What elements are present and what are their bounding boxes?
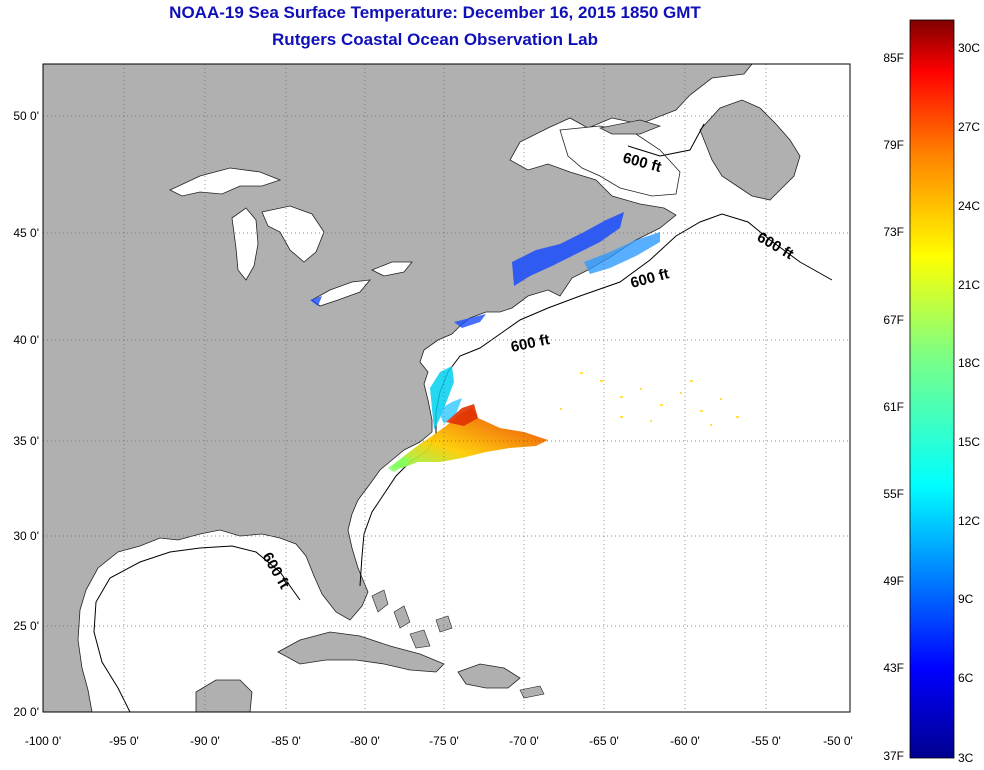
map-grid [43,64,850,712]
sst-chesapeake-plume [430,366,454,430]
lon-axis: -100 0' -95 0' -90 0' -85 0' -80 0' -75 … [25,734,853,748]
land-cuba [277,631,445,673]
colorbar-f-label: 37F [883,749,904,763]
sst-scattered-offshore [560,372,739,426]
colorbar-f-label: 73F [883,225,904,239]
land-yucatan [195,679,253,712]
lat-tick: 40 0' [13,333,39,347]
colorbar-f-label: 85F [883,51,904,65]
map-title: NOAA-19 Sea Surface Temperature: Decembe… [169,3,701,22]
colorbar-f-label: 55F [883,487,904,501]
colorbar-c-label: 27C [958,120,980,134]
colorbar [909,19,955,759]
colorbar-c-label: 18C [958,356,980,370]
sst-cold-gulf-of-maine [512,212,624,286]
lat-tick: 35 0' [13,434,39,448]
lon-tick: -55 0' [751,734,781,748]
lon-tick: -100 0' [25,734,61,748]
lon-tick: -75 0' [429,734,459,748]
sst-gulf-stream [392,408,548,468]
lon-tick: -65 0' [589,734,619,748]
lon-tick: -60 0' [670,734,700,748]
lat-tick: 45 0' [13,226,39,240]
colorbar-celsius-labels: 30C 27C 24C 21C 18C 15C 12C 9C 6C 3C [958,41,980,765]
lon-tick: -80 0' [350,734,380,748]
depth-contour-600ft [93,123,833,712]
colorbar-c-label: 6C [958,671,974,685]
land-north-america [43,64,753,712]
lat-axis: 50 0' 45 0' 40 0' 35 0' 30 0' 25 0' 20 0… [13,109,39,719]
colorbar-c-label: 15C [958,435,980,449]
colorbar-fahrenheit-labels: 85F 79F 73F 67F 61F 55F 49F 43F 37F [883,51,904,763]
colorbar-c-label: 9C [958,592,974,606]
colorbar-f-label: 79F [883,138,904,152]
colorbar-f-label: 67F [883,313,904,327]
colorbar-c-label: 3C [958,751,974,765]
colorbar-c-label: 12C [958,514,980,528]
lake-michigan [231,207,259,281]
lake-huron [261,205,325,263]
lake-erie [311,279,371,307]
lon-tick: -70 0' [509,734,539,748]
lat-tick: 30 0' [13,529,39,543]
land-newfoundland [699,99,801,201]
colorbar-f-label: 43F [883,661,904,675]
lake-ontario [371,261,413,277]
lat-tick: 25 0' [13,619,39,633]
lon-tick: -90 0' [190,734,220,748]
lon-tick: -95 0' [109,734,139,748]
map-frame [42,63,851,713]
colorbar-f-label: 49F [883,574,904,588]
lon-tick: -85 0' [271,734,301,748]
lake-superior [169,167,282,197]
colorbar-c-label: 30C [958,41,980,55]
map-subtitle: Rutgers Coastal Ocean Observation Lab [272,30,598,49]
lat-tick: 20 0' [13,705,39,719]
land-hispaniola [457,663,521,689]
colorbar-c-label: 21C [958,278,980,292]
lon-tick: -50 0' [823,734,853,748]
colorbar-f-label: 61F [883,400,904,414]
lat-tick: 50 0' [13,109,39,123]
colorbar-c-label: 24C [958,199,980,213]
